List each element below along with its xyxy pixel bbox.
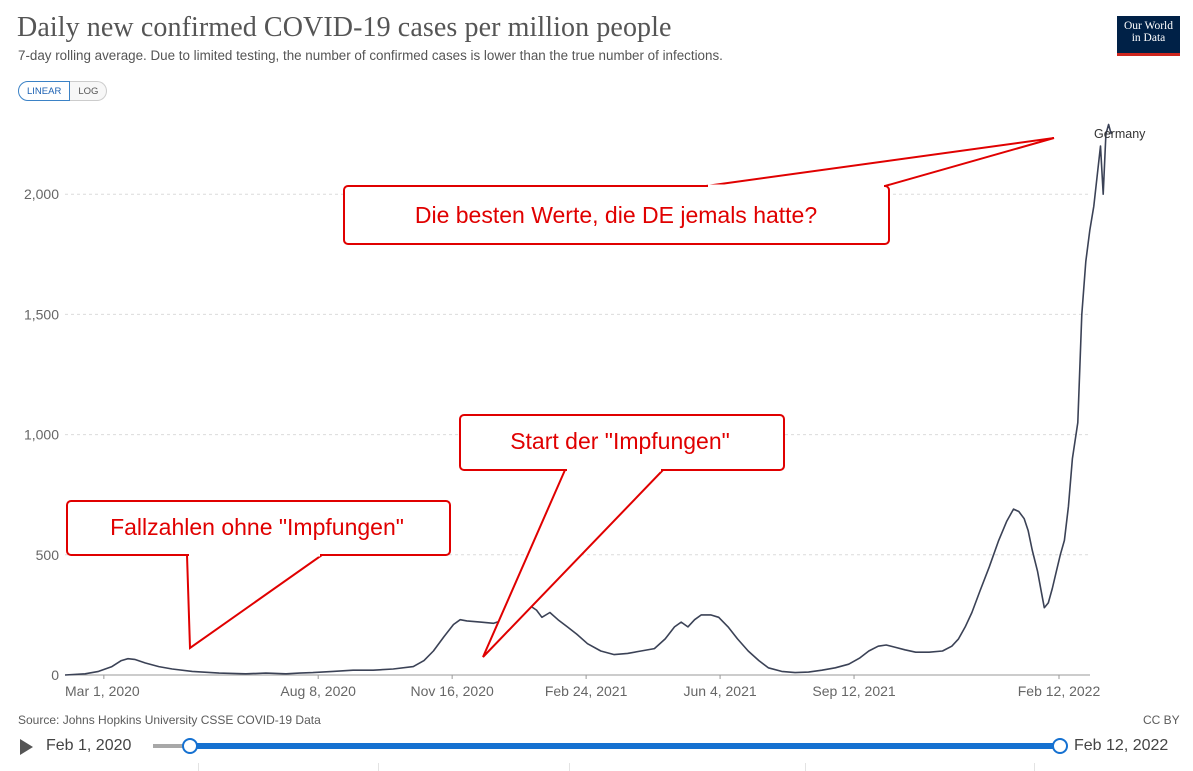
play-icon[interactable] bbox=[20, 739, 33, 755]
tab-divider bbox=[1034, 763, 1035, 771]
chart-title: Daily new confirmed COVID-19 cases per m… bbox=[17, 12, 672, 43]
x-tick-label: Mar 1, 2020 bbox=[65, 683, 140, 699]
logo-line-2: in Data bbox=[1131, 32, 1166, 44]
x-tick-label: Feb 12, 2022 bbox=[1018, 683, 1101, 699]
annotation-start-vaccination-text: Start der "Impfungen" bbox=[510, 428, 730, 454]
x-tick-label: Nov 16, 2020 bbox=[411, 683, 494, 699]
source-note[interactable]: Source: Johns Hopkins University CSSE CO… bbox=[18, 713, 321, 727]
log-scale-button[interactable]: LOG bbox=[70, 81, 108, 101]
y-tick-label: 2,000 bbox=[24, 186, 59, 202]
y-axis-ticks: 0 500 1,000 1,500 2,000 bbox=[24, 186, 59, 683]
annotation-start-vaccination: Start der "Impfungen" bbox=[459, 414, 785, 658]
timeline-end-handle[interactable] bbox=[1052, 738, 1068, 754]
x-tick-label: Aug 8, 2020 bbox=[280, 683, 356, 699]
series-label-germany: Germany bbox=[1094, 127, 1146, 141]
tab-divider bbox=[378, 763, 379, 771]
y-tick-label: 1,500 bbox=[24, 306, 59, 322]
chart-subtitle: 7-day rolling average. Due to limited te… bbox=[18, 48, 723, 63]
timeline-track[interactable] bbox=[153, 744, 189, 748]
annotation-cases-without-vaccination-text: Fallzahlen ohne "Impfungen" bbox=[110, 514, 404, 540]
license-link[interactable]: CC BY bbox=[1143, 713, 1180, 727]
y-tick-label: 1,000 bbox=[24, 427, 59, 443]
annotation-cases-without-vaccination-callout bbox=[185, 554, 326, 650]
owid-logo[interactable]: Our World in Data bbox=[1117, 16, 1180, 56]
annotation-best-values-text: Die besten Werte, die DE jemals hatte? bbox=[415, 202, 817, 228]
linear-scale-button[interactable]: LINEAR bbox=[18, 81, 71, 101]
tab-divider bbox=[805, 763, 806, 771]
annotation-best-values: Die besten Werte, die DE jemals hatte? bbox=[343, 137, 1055, 245]
tab-divider bbox=[569, 763, 570, 771]
tab-divider bbox=[198, 763, 199, 771]
timeline-start-handle[interactable] bbox=[182, 738, 198, 754]
x-tick-label: Feb 24, 2021 bbox=[545, 683, 628, 699]
x-axis-ticks: Mar 1, 2020 Aug 8, 2020 Nov 16, 2020 Feb 24… bbox=[65, 675, 1100, 699]
annotation-best-values-box bbox=[343, 185, 890, 245]
timeline-end-label: Feb 12, 2022 bbox=[1074, 737, 1169, 754]
timeline: Feb 1, 2020 Feb 12, 2022 bbox=[0, 734, 1193, 760]
annotation-cases-without-vaccination: Fallzahlen ohne "Impfungen" bbox=[66, 500, 451, 650]
annotation-best-values-callout bbox=[705, 137, 1055, 187]
y-tick-label: 0 bbox=[51, 667, 59, 683]
x-tick-label: Sep 12, 2021 bbox=[812, 683, 896, 699]
x-tick-label: Jun 4, 2021 bbox=[683, 683, 756, 699]
series-lines bbox=[64, 123, 1112, 676]
logo-line-1: Our World bbox=[1123, 20, 1173, 32]
timeline-selected-range[interactable] bbox=[188, 743, 1059, 749]
series-line-germany[interactable] bbox=[64, 123, 1112, 676]
timeline-start-label: Feb 1, 2020 bbox=[46, 737, 132, 754]
scale-toggle: LINEAR LOG bbox=[18, 81, 108, 101]
y-tick-label: 500 bbox=[36, 547, 60, 563]
annotation-start-vaccination-callout bbox=[482, 469, 666, 658]
